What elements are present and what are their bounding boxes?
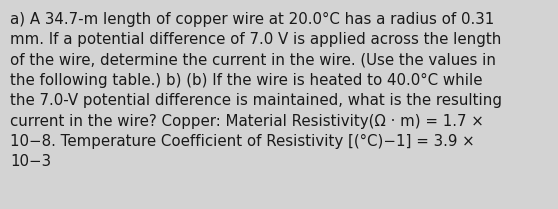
Text: a) A 34.7-m length of copper wire at 20.0°C has a radius of 0.31
mm. If a potent: a) A 34.7-m length of copper wire at 20.… <box>10 11 502 169</box>
